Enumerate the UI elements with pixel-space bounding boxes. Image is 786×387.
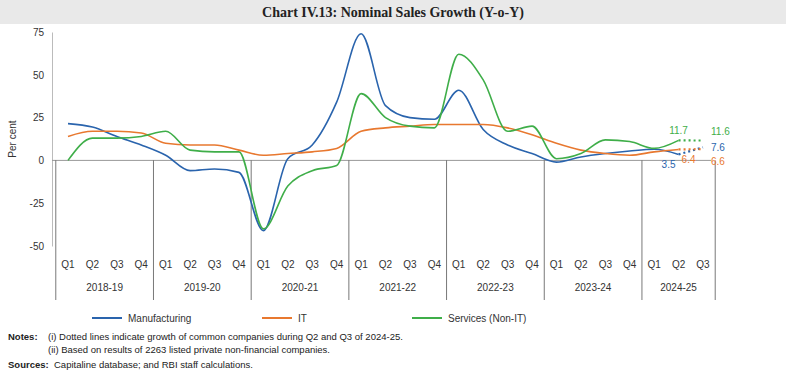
plot-area [68, 34, 703, 231]
note: (i) Dotted lines indicate growth of comm… [48, 331, 403, 342]
y-tick-label: -50 [30, 241, 45, 252]
x-group-label: 2024-25 [660, 282, 697, 293]
note: (ii) Based on results of 2263 listed pri… [48, 344, 330, 355]
x-tick-label: Q1 [354, 259, 368, 270]
legend-swatch [92, 317, 122, 319]
notes-label: Notes: [8, 331, 38, 342]
x-group-label: 2020-21 [282, 282, 319, 293]
series-line [68, 54, 679, 229]
x-tick-label: Q2 [281, 259, 295, 270]
title: Chart IV.13: Nominal Sales Growth (Y-o-Y… [262, 5, 524, 21]
y-tick: 25 [33, 112, 52, 123]
notes: Notes: (i) Dotted lines indicate growth o… [8, 331, 403, 370]
x-tick-label: Q1 [159, 259, 173, 270]
x-group-separator [715, 160, 716, 300]
y-axis-title: Per cent [7, 120, 18, 157]
x-tick-label: Q3 [696, 259, 710, 270]
y-tick-label: 25 [33, 112, 45, 123]
y-tick-label: 75 [33, 27, 45, 38]
x-tick-label: Q2 [86, 259, 100, 270]
data-label: 3.5 [662, 159, 676, 170]
x-axis: Q1 Q2 Q3 Q4 Q1 Q2 Q3 Q4 Q1 Q2 Q3 Q4 Q1 Q2 Q3 Q4 Q1 Q2 Q3 Q4… [56, 160, 715, 300]
x-group-label: 2019-20 [184, 282, 221, 293]
y-tick: -50 [30, 241, 52, 252]
x-tick-label: Q2 [672, 259, 686, 270]
data-label: 6.4 [682, 154, 696, 165]
dotted-line [679, 139, 703, 141]
dotted-line [679, 148, 703, 151]
x-tick-label: Q3 [599, 259, 613, 270]
x-group-separator [55, 160, 56, 300]
x-group-separator [446, 160, 447, 300]
x-tick-label: Q1 [61, 259, 75, 270]
x-group-label: 2018-19 [86, 282, 123, 293]
title-band [0, 0, 786, 24]
x-group-label: 2021-22 [379, 282, 416, 293]
x-group-separator [544, 160, 545, 300]
x-group-label: 2022-23 [477, 282, 514, 293]
zero-line [52, 160, 711, 161]
x-tick-label: Q4 [428, 259, 442, 270]
x-tick-label: Q2 [477, 259, 491, 270]
x-tick-label: Q1 [550, 259, 564, 270]
x-tick-label: Q3 [306, 259, 320, 270]
chart: Chart IV.13: Nominal Sales Growth (Y-o-Y… [0, 0, 786, 387]
x-tick-label: Q3 [110, 259, 124, 270]
y-axis-line [52, 33, 53, 247]
y-tick: 75 [33, 27, 52, 38]
x-tick-label: Q4 [623, 259, 637, 270]
y-tick-label: -25 [30, 198, 45, 209]
x-group-separator [153, 160, 154, 300]
x-tick-label: Q4 [330, 259, 344, 270]
x-tick-label: Q4 [525, 259, 539, 270]
sources: Capitaline database; and RBI staff calcu… [54, 359, 253, 370]
y-tick: 0 [38, 155, 52, 166]
data-labels: 3.5 7.6 6.4 6.6 11.7 11.6 [662, 125, 731, 170]
data-label: 6.6 [711, 156, 725, 167]
data-label: 7.6 [711, 142, 725, 153]
legend-label: Services (Non-IT) [448, 313, 526, 324]
data-label: 11.7 [669, 125, 688, 136]
series-line [68, 34, 679, 231]
x-tick-label: Q2 [379, 259, 393, 270]
x-tick-label: Q4 [232, 259, 246, 270]
x-tick-label: Q1 [452, 259, 466, 270]
legend-label: Manufacturing [128, 313, 191, 324]
sources-label: Sources: [8, 359, 49, 370]
legend-swatch [412, 317, 442, 319]
legend-swatch [262, 317, 292, 319]
legend: Manufacturing IT Services (Non-IT) [92, 313, 526, 324]
legend-label: IT [298, 313, 307, 324]
y-tick: -25 [30, 198, 52, 209]
dotted-line [679, 147, 703, 154]
x-group-separator [641, 160, 642, 300]
x-group-label: 2023-24 [575, 282, 612, 293]
x-tick-label: Q1 [257, 259, 271, 270]
y-axis: -50 -25 0 25 50 75 [30, 27, 53, 252]
x-tick-label: Q1 [647, 259, 661, 270]
y-tick-label: 0 [38, 155, 44, 166]
x-tick-label: Q2 [183, 259, 197, 270]
x-tick-label: Q3 [208, 259, 222, 270]
x-tick-label: Q2 [574, 259, 588, 270]
x-tick-label: Q4 [135, 259, 149, 270]
x-group-separator [348, 160, 349, 300]
x-tick-label: Q3 [501, 259, 515, 270]
x-group-separator [251, 160, 252, 300]
data-label: 11.6 [711, 126, 730, 137]
x-tick-label: Q3 [403, 259, 417, 270]
y-tick-label: 50 [33, 70, 45, 81]
y-tick: 50 [33, 70, 52, 81]
